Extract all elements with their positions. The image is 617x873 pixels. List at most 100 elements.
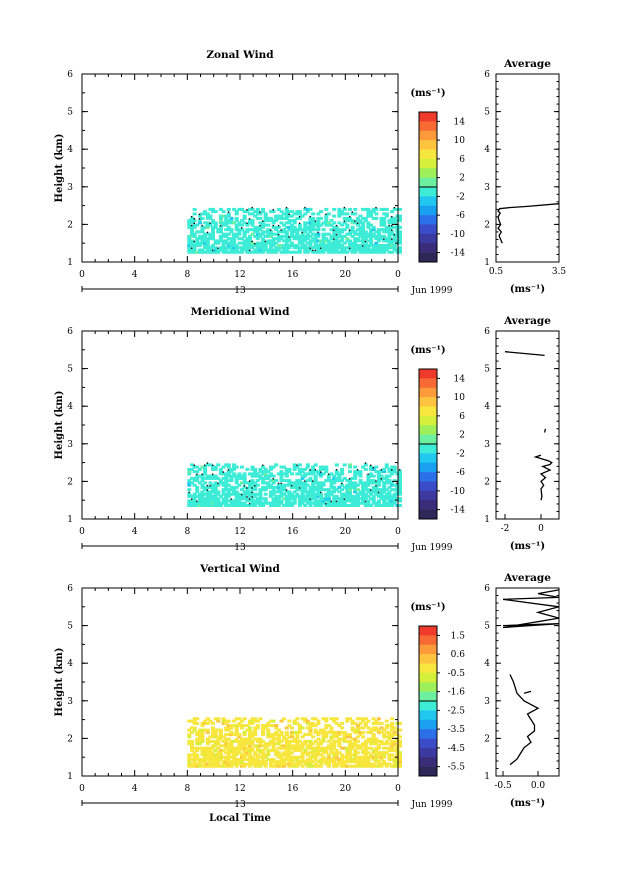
heatmap-cell <box>332 230 337 234</box>
heatmap-cell <box>316 492 321 496</box>
heatmap-cell <box>353 241 358 245</box>
contour-speck <box>301 231 303 234</box>
heatmap-cell <box>253 250 258 254</box>
heatmap-cell <box>379 237 384 241</box>
heatmap-cell <box>361 483 366 487</box>
heatmap-cell <box>382 501 387 505</box>
heatmap-cell <box>261 501 266 505</box>
heatmap-cell <box>303 748 308 752</box>
heatmap-cell <box>213 490 218 494</box>
contour-speck <box>391 224 393 227</box>
heatmap-cell <box>353 474 358 478</box>
heatmap-cell <box>332 717 337 721</box>
heatmap-cell <box>255 753 260 757</box>
heatmap-cell <box>269 760 273 764</box>
heatmap-cell <box>300 474 305 478</box>
heatmap-cell <box>313 504 318 507</box>
colorbar-tick-label: -6 <box>456 468 465 478</box>
x-tick-label: 8 <box>184 527 190 537</box>
heatmap-cell <box>292 244 297 247</box>
heatmap-cell <box>392 246 397 250</box>
heatmap-cell <box>324 726 329 730</box>
heatmap-cell <box>213 225 218 229</box>
heatmap-cell <box>261 223 266 227</box>
heatmap-cell <box>242 472 247 476</box>
heatmap-cell <box>274 237 279 241</box>
heatmap-cell <box>192 760 197 764</box>
heatmap-cell <box>319 504 323 507</box>
heatmap-cell <box>234 504 239 507</box>
contour-speck <box>219 224 222 227</box>
heatmap-cell <box>324 246 329 250</box>
heatmap-cell <box>266 216 271 220</box>
heatmap-cell <box>340 470 345 474</box>
heatmap-cell <box>300 753 305 757</box>
heatmap-cell <box>392 748 397 752</box>
heatmap-cell <box>353 232 358 236</box>
heatmap-cell <box>316 219 321 223</box>
heatmap-cell <box>395 250 400 254</box>
heatmap-cell <box>255 737 260 741</box>
x-tick-label: 0 <box>395 784 401 794</box>
heatmap-cell <box>297 467 302 471</box>
heatmap-cell <box>334 239 339 243</box>
heatmap-cell <box>211 232 215 236</box>
heatmap-cell <box>203 476 208 480</box>
heatmap-cell <box>353 739 358 743</box>
heatmap-cell <box>387 479 392 483</box>
heatmap-cell <box>376 728 381 732</box>
heatmap-cell <box>271 225 276 229</box>
heatmap-cell <box>326 246 331 250</box>
heatmap-cell <box>340 210 345 214</box>
heatmap-cell <box>340 760 345 764</box>
heatmap-cell <box>253 214 258 218</box>
heatmap-cell <box>329 492 334 496</box>
heatmap-cell <box>253 733 258 737</box>
heatmap-cell <box>255 474 260 478</box>
heatmap-cell <box>234 737 239 741</box>
heatmap-cell <box>282 479 287 483</box>
heatmap-cell <box>371 479 376 483</box>
contour-speck <box>209 484 211 487</box>
heatmap-cell <box>195 746 200 750</box>
y-tick-label: 1 <box>67 772 73 782</box>
heatmap-cell <box>187 481 192 485</box>
heatmap-cell <box>274 501 279 505</box>
heatmap-cell <box>334 246 339 250</box>
heatmap-cell <box>332 735 337 739</box>
heatmap-cell <box>332 504 337 507</box>
heatmap-cell <box>279 746 284 750</box>
contour-speck <box>298 487 301 489</box>
heatmap-cell <box>321 488 326 492</box>
heatmap-cell <box>366 762 371 766</box>
heatmap-cell <box>232 234 237 238</box>
heatmap-cell <box>340 488 345 492</box>
heatmap-cell <box>319 241 323 245</box>
heatmap-cell <box>297 497 302 501</box>
contour-speck <box>241 227 243 229</box>
heatmap-cell <box>369 465 373 469</box>
heatmap-cell <box>332 234 337 238</box>
heatmap-cell <box>371 755 376 759</box>
heatmap-cell <box>192 232 197 236</box>
heatmap-cell <box>197 237 202 241</box>
heatmap-cell <box>348 497 352 501</box>
heatmap-cell <box>224 239 229 243</box>
heatmap-cell <box>263 474 268 478</box>
heatmap-cell <box>311 483 316 487</box>
heatmap-cell <box>200 239 205 243</box>
y-axis-label: Height (km) <box>54 134 65 203</box>
heatmap-cell <box>290 485 294 489</box>
heatmap-cell <box>332 499 337 503</box>
heatmap-cell <box>324 237 329 241</box>
heatmap-cell <box>274 499 279 503</box>
heatmap-cell <box>211 733 215 737</box>
heatmap-cell <box>334 751 339 755</box>
heatmap-cell <box>374 728 379 732</box>
heatmap-cell <box>242 504 247 507</box>
heatmap-cell <box>303 739 308 743</box>
heatmap-cell <box>242 764 247 768</box>
heatmap-cell <box>290 244 294 247</box>
heatmap-cell <box>297 726 302 730</box>
heatmap-cell <box>300 246 305 250</box>
